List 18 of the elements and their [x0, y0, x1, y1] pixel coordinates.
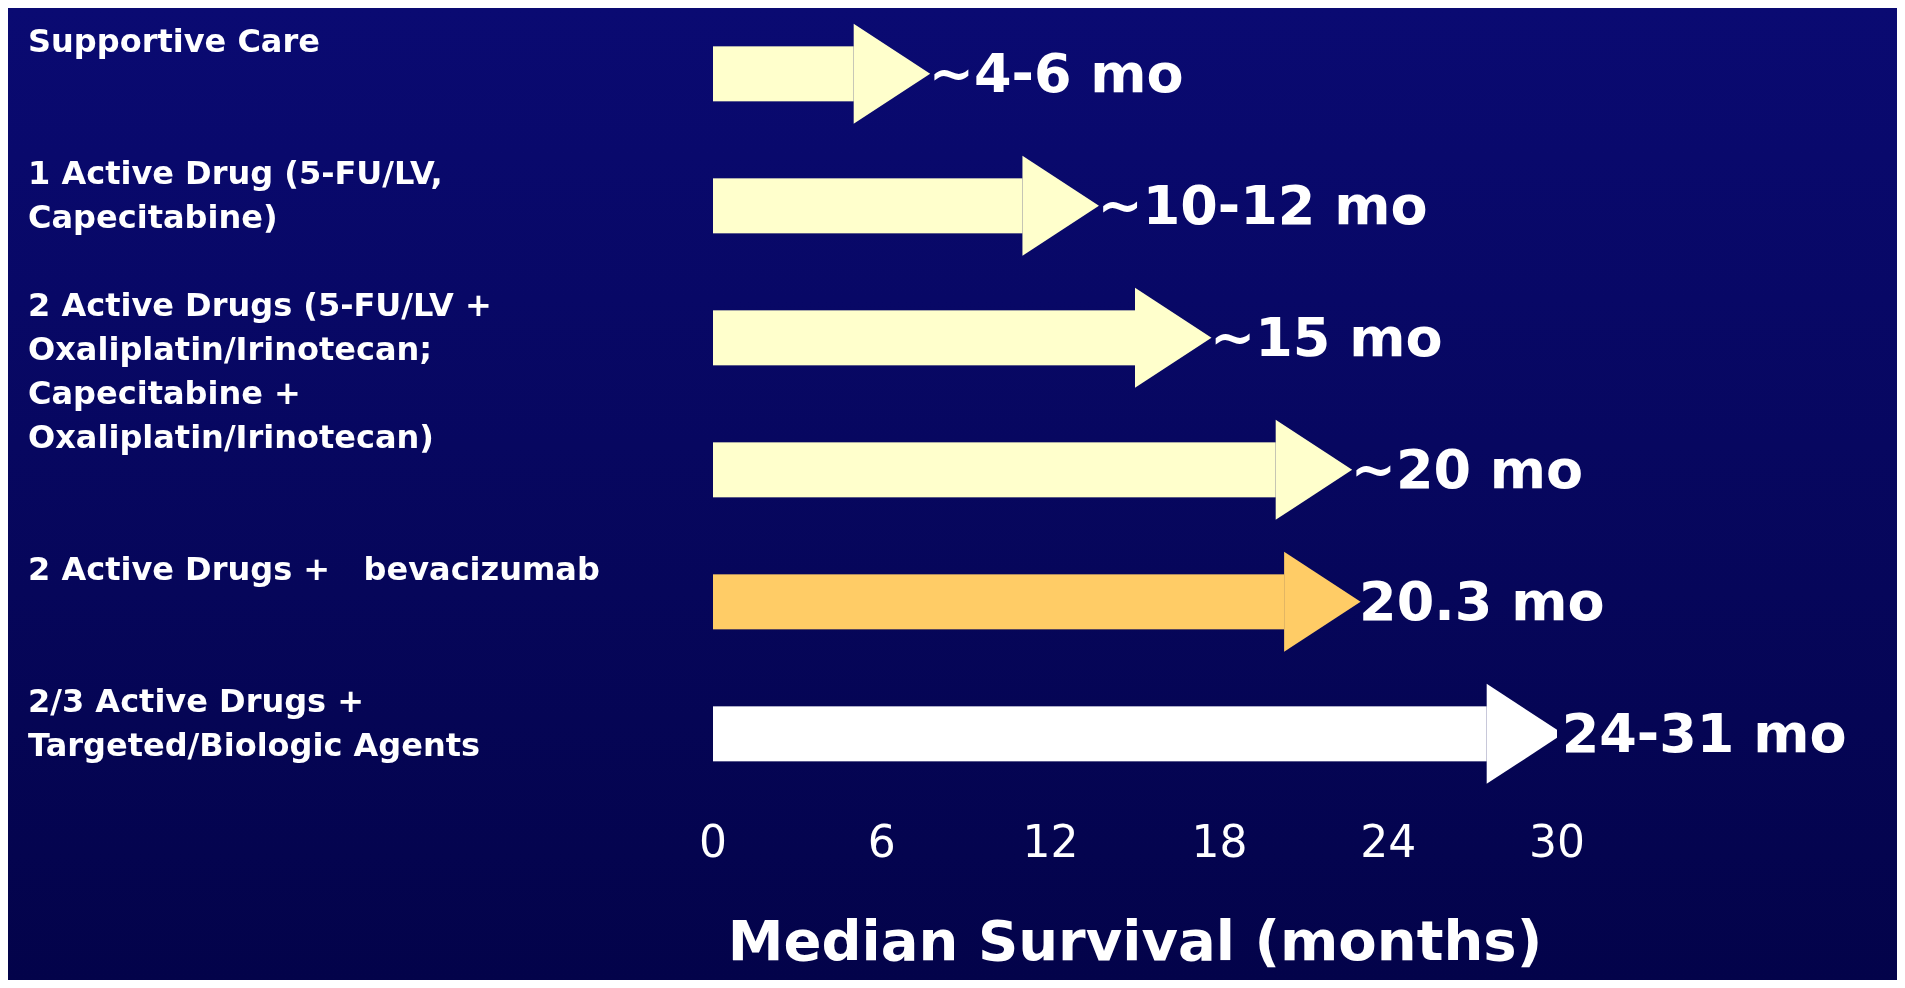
- x-tick-label: 30: [1529, 816, 1585, 868]
- x-tick-label: 18: [1191, 816, 1248, 868]
- x-tick-label: 0: [699, 816, 727, 868]
- y-tick-label: 1 Active Drug (5-FU/LV, Capecitabine): [28, 154, 443, 236]
- data-label: ~4-6 mo: [928, 42, 1184, 106]
- x-tick-label: 24: [1360, 816, 1417, 868]
- x-tick-label: 6: [867, 816, 896, 868]
- y-tick-label: 2 Active Drugs + bevacizumab: [28, 550, 600, 588]
- y-tick-label: 2 Active Drugs (5-FU/LV + Oxaliplatin/Irinotecan; Capecitabine + Oxaliplatin/Irinotecan): [28, 286, 492, 456]
- y-tick-label: Supportive Care: [28, 22, 320, 60]
- x-tick-label: 12: [1022, 816, 1079, 868]
- y-tick-label: 2/3 Active Drugs + Targeted/Biologic Agents: [28, 682, 481, 764]
- data-label: 24-31 mo: [1561, 702, 1847, 766]
- data-label: ~20 mo: [1350, 438, 1584, 502]
- x-axis-title: Median Survival (months): [727, 908, 1543, 973]
- data-label: ~15 mo: [1210, 306, 1443, 370]
- data-label: ~10-12 mo: [1097, 174, 1428, 238]
- data-label: 20.3 mo: [1359, 570, 1605, 634]
